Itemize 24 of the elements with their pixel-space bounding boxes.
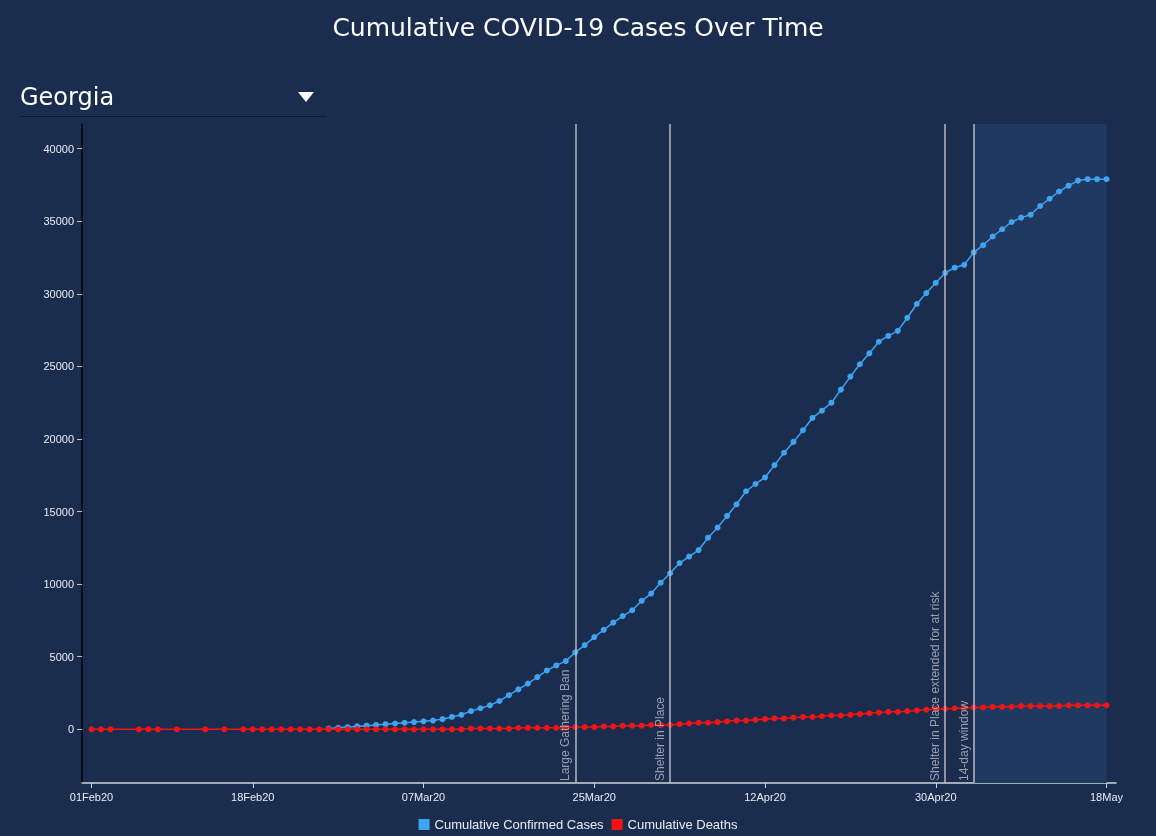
x-tick-label: 30Apr20 xyxy=(914,790,957,803)
ref-line-label: Shelter in Place xyxy=(653,696,668,781)
y-tick-label: 5000 xyxy=(49,650,74,663)
chart-subtitle: Georgia xyxy=(20,83,115,111)
x-tick-label: 18Feb20 xyxy=(231,790,275,803)
y-tick-label: 15000 xyxy=(43,505,74,518)
y-tick-label: 30000 xyxy=(43,287,74,300)
y-tick-label: 35000 xyxy=(43,215,74,228)
y-tick-label: 25000 xyxy=(43,360,74,373)
y-tick-label: 10000 xyxy=(43,578,74,591)
chart-title: Cumulative COVID-19 Cases Over Time xyxy=(332,13,824,42)
ref-line-label: Shelter in Place extended for at risk xyxy=(928,590,943,781)
x-tick-label: 25Mar20 xyxy=(572,790,616,803)
legend-label: Cumulative Confirmed Cases xyxy=(434,817,605,832)
y-tick-label: 40000 xyxy=(43,142,74,155)
y-tick-label: 20000 xyxy=(43,432,74,445)
x-tick-label: 12Apr20 xyxy=(744,790,786,803)
x-tick-label: 18May xyxy=(1090,790,1124,803)
legend-label: Cumulative Deaths xyxy=(627,817,738,832)
x-tick-label: 01Feb20 xyxy=(69,790,114,803)
y-tick-label: 0 xyxy=(67,723,74,736)
ref-line-label: 14-day window xyxy=(956,700,971,781)
x-tick-label: 07Mar20 xyxy=(401,790,446,803)
ref-line-label: Large Gathering Ban xyxy=(558,669,573,781)
